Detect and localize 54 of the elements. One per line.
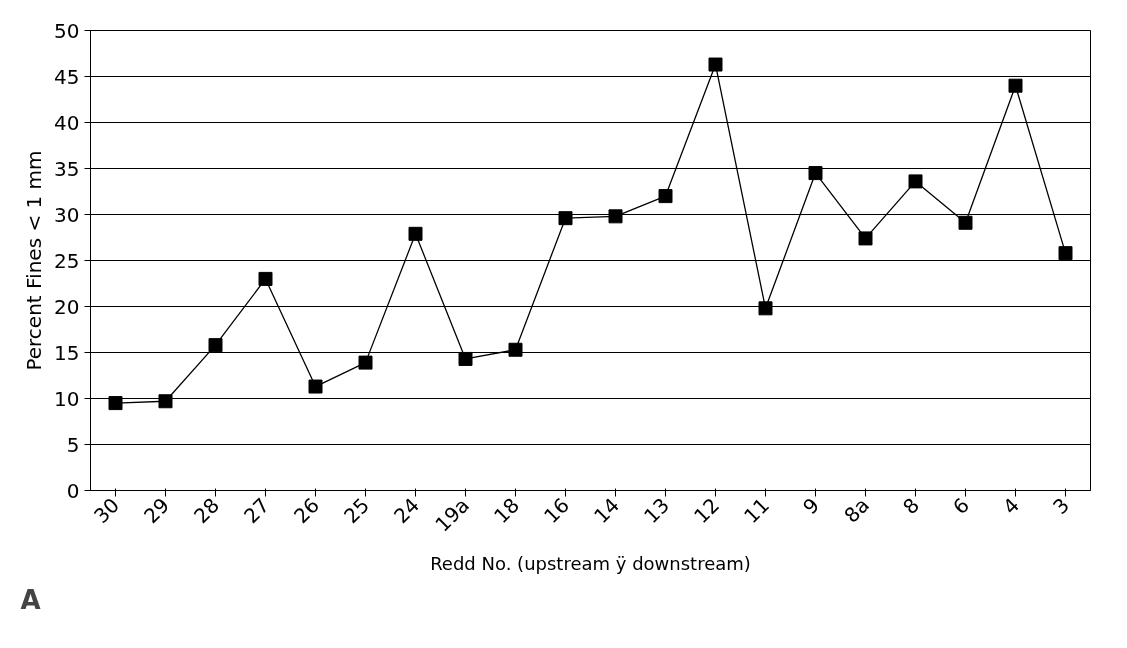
x-tick-label: 24 — [389, 493, 424, 528]
point — [808, 166, 823, 181]
x-tick-label: 14 — [589, 493, 624, 528]
text: A — [20, 584, 41, 615]
x-tick-label: 4 — [998, 493, 1024, 519]
y-tick-label: 0 — [66, 478, 80, 503]
point — [358, 355, 373, 370]
point — [958, 215, 973, 230]
point — [858, 231, 873, 246]
point — [658, 189, 673, 204]
y-tick-label: 45 — [54, 64, 80, 89]
point — [558, 211, 573, 226]
point — [408, 226, 423, 241]
y-tick-label: 40 — [54, 110, 80, 135]
point — [908, 174, 923, 189]
y-tick-label: 50 — [54, 18, 80, 43]
y-tick-label: 20 — [54, 294, 80, 319]
x-axis-title: Redd No. (upstream ÿ downstream) — [430, 553, 751, 575]
point — [508, 342, 523, 357]
y-tick-label: 15 — [54, 340, 80, 365]
x-tick-label: 18 — [489, 493, 524, 528]
x-tick-label: 26 — [289, 493, 324, 528]
point — [1008, 78, 1023, 93]
x-tick-label: 12 — [689, 493, 724, 528]
y-axis-title: Percent Fines < 1 mm — [22, 150, 47, 371]
point — [258, 271, 273, 286]
x-tick-label: 13 — [639, 493, 674, 528]
x-tick-label: 29 — [139, 493, 174, 528]
x-tick-label: 19a — [430, 493, 474, 537]
x-tick-label: 6 — [948, 493, 974, 519]
x-tick-label: 11 — [739, 493, 774, 528]
y-tick-label: 25 — [54, 248, 80, 273]
x-tick-label: 3 — [1048, 493, 1074, 519]
y-tick-label: 30 — [54, 202, 80, 227]
point — [158, 394, 173, 409]
x-tick-label: 8a — [839, 493, 874, 528]
point — [708, 57, 723, 72]
point — [208, 338, 223, 353]
y-tick-label: 35 — [54, 156, 80, 181]
point — [758, 301, 773, 316]
x-tick-label: 8 — [898, 493, 924, 519]
y-tick-label: 10 — [54, 386, 80, 411]
point — [108, 396, 123, 411]
point — [308, 379, 323, 394]
x-tick-label: 16 — [539, 493, 574, 528]
x-tick-label: 27 — [239, 493, 274, 528]
x-tick-label: 25 — [339, 493, 374, 528]
point — [1058, 246, 1073, 261]
x-tick-label: 28 — [189, 493, 224, 528]
point — [608, 209, 623, 224]
point — [458, 351, 473, 366]
x-tick-label: 9 — [798, 493, 824, 519]
x-tick-label: 30 — [89, 493, 124, 528]
y-tick-label: 5 — [66, 432, 80, 457]
